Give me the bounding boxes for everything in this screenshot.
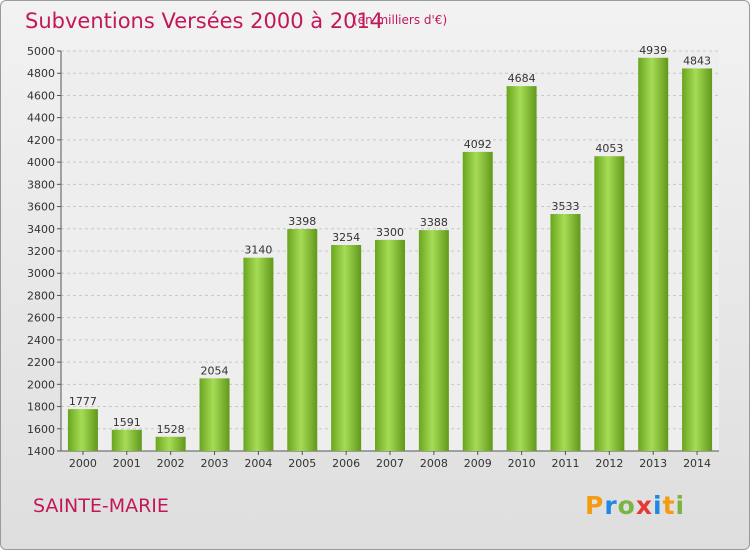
bar: [638, 57, 669, 452]
logo-letter: i: [653, 491, 663, 520]
y-tick-label: 3200: [27, 245, 55, 258]
bar-value-label: 3388: [420, 216, 448, 229]
y-tick-label: 1600: [27, 423, 55, 436]
bar-value-label: 3398: [288, 215, 316, 228]
y-tick-label: 2800: [27, 289, 55, 302]
x-tick-label: 2004: [244, 457, 272, 470]
bar: [155, 436, 186, 451]
logo-letter: t: [662, 491, 676, 520]
x-tick-label: 2006: [332, 457, 360, 470]
chart-subtitle: (en milliers d'€): [353, 13, 448, 27]
logo-letter: r: [604, 491, 618, 520]
bar-value-label: 3140: [244, 244, 272, 257]
bar-value-label: 1528: [157, 423, 185, 436]
bar: [506, 86, 537, 451]
bar-value-label: 2054: [201, 364, 229, 377]
bar: [462, 151, 493, 451]
proxiti-logo: Proxiti: [585, 491, 685, 520]
y-tick-label: 1400: [27, 445, 55, 458]
x-tick-label: 2008: [420, 457, 448, 470]
logo-letter: P: [585, 491, 605, 520]
chart-title: Subventions Versées 2000 à 2014: [25, 9, 384, 33]
y-tick-label: 2000: [27, 378, 55, 391]
bar: [594, 156, 625, 451]
logo-letter: i: [675, 491, 686, 520]
x-tick-label: 2003: [201, 457, 229, 470]
x-tick-label: 2010: [508, 457, 536, 470]
bar-value-label: 4053: [595, 142, 623, 155]
bar: [418, 230, 449, 451]
y-tick-label: 2200: [27, 356, 55, 369]
bar: [375, 239, 405, 451]
x-tick-label: 2007: [376, 457, 404, 470]
x-tick-label: 2000: [69, 457, 97, 470]
y-tick-label: 4800: [27, 67, 55, 80]
bar-value-label: 4092: [464, 138, 492, 151]
y-tick-label: 3000: [27, 267, 55, 280]
bar: [111, 429, 142, 451]
logo-letter: o: [617, 491, 636, 520]
logo-letter: x: [635, 491, 653, 520]
bar: [67, 409, 98, 451]
x-tick-label: 2009: [464, 457, 492, 470]
bar-value-label: 1777: [69, 395, 97, 408]
y-tick-label: 3600: [27, 201, 55, 214]
y-tick-label: 3800: [27, 178, 55, 191]
bar: [243, 257, 274, 451]
x-tick-label: 2002: [157, 457, 185, 470]
bar-value-label: 1591: [113, 416, 141, 429]
x-tick-label: 2013: [639, 457, 667, 470]
bar-value-label: 4684: [508, 72, 536, 85]
bar: [682, 68, 713, 451]
bar-value-label: 3254: [332, 231, 360, 244]
bar: [331, 245, 362, 451]
bar-value-label: 4843: [683, 54, 711, 67]
y-tick-label: 4400: [27, 112, 55, 125]
y-tick-label: 3400: [27, 223, 55, 236]
bar-value-label: 3300: [376, 226, 404, 239]
x-tick-label: 2012: [595, 457, 623, 470]
bar-value-label: 3533: [551, 200, 579, 213]
y-tick-label: 4200: [27, 134, 55, 147]
bar-value-label: 4939: [639, 44, 667, 57]
x-tick-label: 2011: [551, 457, 579, 470]
bar: [287, 229, 318, 451]
x-tick-label: 2005: [288, 457, 316, 470]
y-tick-label: 4600: [27, 89, 55, 102]
y-tick-label: 4000: [27, 156, 55, 169]
y-tick-label: 2400: [27, 334, 55, 347]
y-tick-label: 5000: [27, 45, 55, 58]
bar: [199, 378, 230, 451]
y-tick-label: 2600: [27, 312, 55, 325]
x-tick-label: 2014: [683, 457, 711, 470]
x-tick-label: 2001: [113, 457, 141, 470]
commune-name: SAINTE-MARIE: [33, 495, 169, 517]
bar: [550, 214, 581, 451]
y-tick-label: 1800: [27, 401, 55, 414]
